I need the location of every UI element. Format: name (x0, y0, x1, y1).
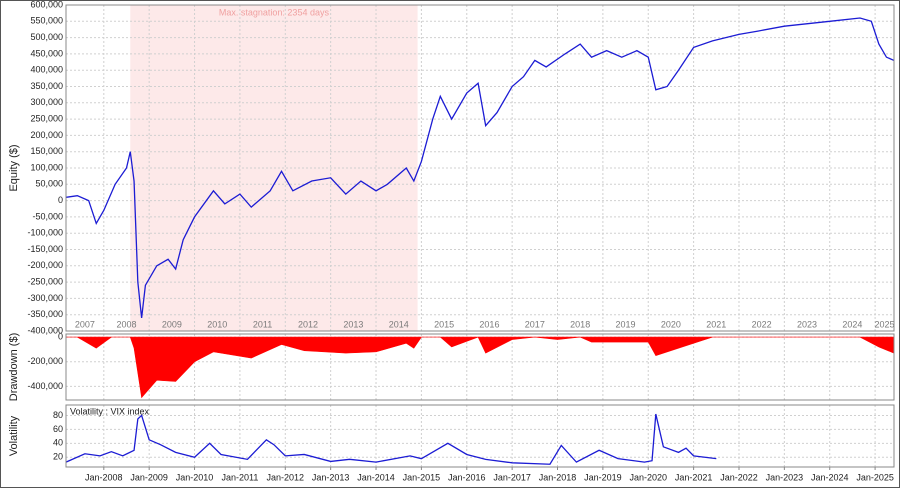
y-tick-label: -400,000 (27, 381, 63, 391)
y-tick-label: -350,000 (27, 309, 63, 319)
series-line (66, 17, 894, 319)
y-tick-label: 550,000 (30, 16, 63, 26)
x-tick-label: Jan-2011 (221, 472, 258, 482)
x-tick-label: Jan-2018 (539, 472, 577, 482)
y-tick-label: 250,000 (30, 113, 63, 123)
x-tick-label: Jan-2017 (493, 472, 531, 482)
year-label: 2014 (389, 319, 409, 329)
y-tick-label: -400,000 (27, 325, 63, 335)
year-label: 2012 (298, 319, 318, 329)
y-tick-label: 450,000 (30, 48, 63, 58)
x-tick-label: Jan-2009 (130, 472, 168, 482)
year-label: 2011 (253, 319, 272, 329)
y-tick-label: 20 (53, 452, 63, 462)
y-axis-title: Equity ($) (8, 144, 20, 191)
legend-label: Volatility : VIX index (70, 406, 150, 416)
x-tick-label: Jan-2010 (176, 472, 214, 482)
x-tick-label: Jan-2008 (85, 472, 123, 482)
y-tick-label: -200,000 (27, 356, 63, 366)
x-tick-label: Jan-2016 (448, 472, 486, 482)
y-tick-label: 200,000 (30, 130, 63, 140)
y-tick-label: 300,000 (30, 97, 63, 107)
y-tick-label: 40 (53, 438, 63, 448)
series-line (66, 413, 717, 465)
year-label: 2010 (207, 319, 227, 329)
y-tick-label: 0 (58, 331, 63, 341)
y-tick-label: 600,000 (30, 0, 63, 9)
x-tick-label: Jan-2021 (675, 472, 713, 482)
y-tick-label: 0 (58, 195, 63, 205)
x-tick-label: Jan-2012 (267, 472, 305, 482)
drawdown-area (66, 336, 894, 399)
y-tick-label: -300,000 (27, 293, 63, 303)
year-label: 2016 (479, 319, 499, 329)
y-axis-title: Volatility (8, 415, 20, 456)
plot-area (66, 405, 894, 467)
year-label: 2009 (162, 319, 182, 329)
year-label: 2023 (797, 319, 817, 329)
year-label: 2024 (842, 319, 862, 329)
y-tick-label: 50,000 (35, 179, 63, 189)
x-tick-label: Jan-2025 (856, 472, 894, 482)
plot-area (66, 334, 894, 400)
x-tick-label: Jan-2013 (312, 472, 350, 482)
y-tick-label: 60 (53, 424, 63, 434)
x-tick-label: Jan-2015 (403, 472, 441, 482)
year-label: 2020 (661, 319, 681, 329)
y-tick-label: 400,000 (30, 65, 63, 75)
y-tick-label: -50,000 (32, 211, 63, 221)
plot-area: Max. stagnation: 2354 days (66, 5, 894, 331)
x-tick-label: Jan-2014 (357, 472, 395, 482)
x-tick-label: Jan-2024 (811, 472, 849, 482)
year-label: 2022 (752, 319, 772, 329)
year-label: 2013 (343, 319, 363, 329)
y-tick-label: 150,000 (30, 146, 63, 156)
year-label: 2021 (706, 319, 726, 329)
year-label: 2019 (616, 319, 636, 329)
year-label: 2007 (75, 319, 95, 329)
x-tick-label: Jan-2022 (720, 472, 758, 482)
y-tick-label: 500,000 (30, 32, 63, 42)
y-tick-label: -100,000 (27, 228, 63, 238)
year-label: 2008 (116, 319, 136, 329)
x-tick-label: Jan-2023 (766, 472, 804, 482)
y-tick-label: -150,000 (27, 244, 63, 254)
year-label: 2017 (525, 319, 545, 329)
year-label: 2025 (875, 319, 895, 329)
panel-frame (65, 4, 895, 332)
x-tick-label: Jan-2019 (584, 472, 622, 482)
panel-frame (65, 333, 895, 401)
y-tick-label: 350,000 (30, 81, 63, 91)
year-label: 2015 (434, 319, 454, 329)
year-label: 2018 (570, 319, 590, 329)
stagnation-label: Max. stagnation: 2354 days (219, 7, 330, 17)
x-tick-label: Jan-2020 (629, 472, 667, 482)
y-tick-label: 80 (53, 410, 63, 420)
y-axis-title: Drawdown ($) (8, 333, 20, 401)
y-tick-label: 100,000 (30, 162, 63, 172)
y-tick-label: -200,000 (27, 260, 63, 270)
panel-frame (65, 404, 895, 468)
y-tick-label: -250,000 (27, 276, 63, 286)
